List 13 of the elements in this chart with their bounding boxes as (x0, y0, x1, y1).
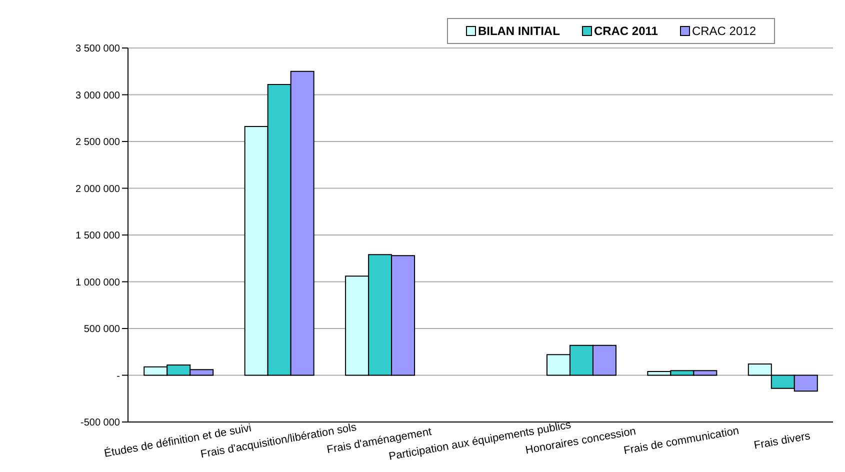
x-tick-label: Frais divers (753, 430, 812, 452)
y-tick-label: 2 000 000 (76, 184, 120, 195)
legend-label: CRAC 2012 (690, 24, 756, 38)
y-tick-label: 2 500 000 (76, 137, 120, 148)
y-tick-label: -500 000 (80, 418, 120, 429)
y-tick-label: 500 000 (84, 324, 120, 336)
y-tick-label: - (116, 370, 120, 382)
y-tick-label: 1 000 000 (76, 277, 120, 288)
y-tick-label: 3 500 000 (76, 44, 120, 55)
y-tick-label: 1 500 000 (76, 230, 120, 242)
legend-label: CRAC 2011 (592, 24, 658, 38)
legend-label: BILAN INITIAL (476, 24, 560, 38)
y-tick-label: 3 000 000 (76, 90, 120, 102)
